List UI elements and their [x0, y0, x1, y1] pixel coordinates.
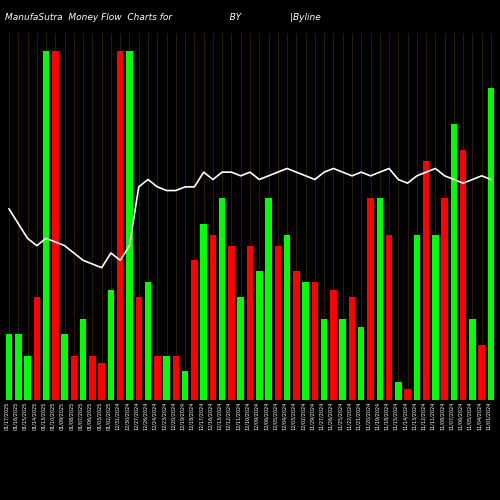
Bar: [108, 290, 114, 400]
Bar: [395, 382, 402, 400]
Bar: [478, 345, 485, 400]
Bar: [368, 198, 374, 400]
Bar: [302, 282, 309, 400]
Bar: [172, 356, 179, 400]
Bar: [154, 356, 160, 400]
Bar: [386, 234, 392, 400]
Bar: [43, 51, 50, 400]
Bar: [274, 246, 281, 400]
Bar: [52, 51, 59, 400]
Bar: [191, 260, 198, 400]
Bar: [488, 88, 494, 400]
Bar: [80, 319, 86, 400]
Bar: [89, 356, 96, 400]
Bar: [414, 234, 420, 400]
Bar: [330, 290, 336, 400]
Bar: [460, 150, 466, 400]
Bar: [126, 51, 132, 400]
Bar: [450, 124, 457, 400]
Bar: [145, 282, 152, 400]
Bar: [348, 297, 355, 400]
Bar: [284, 234, 290, 400]
Bar: [423, 161, 430, 400]
Bar: [340, 319, 346, 400]
Bar: [136, 297, 142, 400]
Bar: [266, 198, 272, 400]
Bar: [256, 272, 262, 400]
Bar: [321, 319, 328, 400]
Bar: [376, 198, 383, 400]
Bar: [182, 370, 188, 400]
Bar: [442, 198, 448, 400]
Bar: [228, 246, 234, 400]
Bar: [219, 198, 226, 400]
Bar: [164, 356, 170, 400]
Bar: [24, 356, 31, 400]
Bar: [15, 334, 22, 400]
Bar: [247, 246, 253, 400]
Bar: [238, 297, 244, 400]
Bar: [293, 272, 300, 400]
Bar: [117, 51, 123, 400]
Bar: [6, 334, 12, 400]
Bar: [200, 224, 207, 400]
Bar: [62, 334, 68, 400]
Bar: [404, 389, 411, 400]
Bar: [34, 297, 40, 400]
Bar: [358, 326, 364, 400]
Bar: [469, 319, 476, 400]
Bar: [432, 234, 438, 400]
Bar: [312, 282, 318, 400]
Bar: [98, 363, 105, 400]
Bar: [70, 356, 77, 400]
Bar: [210, 234, 216, 400]
Text: ManufaSutra  Money Flow  Charts for                    BY                 |Bylin: ManufaSutra Money Flow Charts for BY |By…: [5, 12, 321, 22]
